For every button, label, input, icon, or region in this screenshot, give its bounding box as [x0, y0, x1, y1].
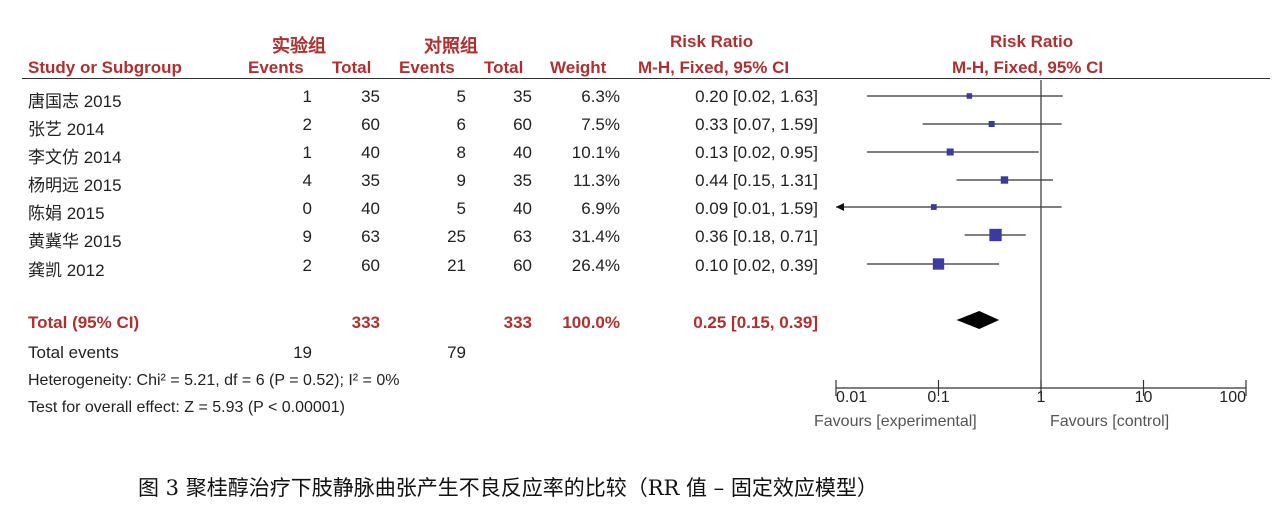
study-marker: [966, 93, 973, 99]
exp-events: 1: [302, 143, 312, 162]
weight: 6.3%: [581, 87, 620, 106]
exp-events: 9: [302, 227, 312, 246]
exp-total: 63: [361, 227, 380, 246]
study-marker: [1000, 176, 1009, 184]
study-name: 黄冀华 2015: [28, 232, 122, 251]
ctl-total-header: Total: [484, 58, 524, 77]
ctl-events: 8: [456, 143, 466, 162]
exp-total: 40: [361, 143, 380, 162]
ctl-events-header: Events: [399, 58, 455, 77]
weight: 26.4%: [571, 256, 620, 275]
ctl-events: 6: [456, 115, 466, 134]
study-column-header: Study or Subgroup: [28, 58, 182, 77]
ctl-total: 63: [513, 227, 532, 246]
total-events-ctl: 79: [447, 343, 466, 362]
heterogeneity-text: Heterogeneity: Chi² = 5.21, df = 6 (P = …: [28, 372, 400, 389]
ctl-events: 25: [447, 227, 466, 246]
risk-ratio-ci: 0.20 [0.02, 1.63]: [695, 87, 818, 106]
exp-total: 60: [361, 256, 380, 275]
rr-method-header: M-H, Fixed, 95% CI: [638, 58, 790, 77]
ctl-total: 40: [513, 143, 532, 162]
ctl-total: 35: [513, 171, 532, 190]
weight-header: Weight: [550, 58, 607, 77]
study-marker: [946, 148, 954, 156]
ctl-total: 60: [513, 115, 532, 134]
total-ci: 0.25 [0.15, 0.39]: [693, 313, 818, 332]
experimental-group-header: 实验组: [272, 36, 326, 56]
plot-title: Risk Ratio: [990, 32, 1074, 51]
study-name: 杨明远 2015: [28, 176, 122, 195]
risk-ratio-ci: 0.33 [0.07, 1.59]: [695, 115, 818, 134]
exp-total: 60: [361, 115, 380, 134]
x-tick-label: 100: [1219, 389, 1246, 406]
ci-arrow: [836, 203, 844, 211]
ctl-events: 9: [456, 171, 466, 190]
study-marker: [930, 204, 937, 210]
x-tick-label: 1: [1037, 389, 1046, 406]
study-name: 唐国志 2015: [28, 92, 122, 111]
study-marker: [989, 228, 1002, 242]
risk-ratio-ci: 0.10 [0.02, 0.39]: [695, 256, 818, 275]
study-name: 张艺 2014: [28, 120, 105, 139]
risk-ratio-ci: 0.13 [0.02, 0.95]: [695, 143, 818, 162]
study-name: 李文仿 2014: [28, 148, 122, 167]
total-label: Total (95% CI): [28, 313, 140, 332]
x-tick-label: 0.01: [836, 389, 867, 406]
exp-total: 35: [361, 87, 380, 106]
x-tick-label: 0.1: [927, 389, 949, 406]
rr-title: Risk Ratio: [670, 32, 754, 51]
exp-events: 2: [302, 115, 312, 134]
favours-control-label: Favours [control]: [1050, 413, 1170, 430]
study-marker: [988, 120, 995, 128]
header-rule: [22, 78, 1270, 79]
pooled-diamond: [956, 311, 1000, 329]
risk-ratio-ci: 0.09 [0.01, 1.59]: [695, 199, 818, 218]
exp-events-header: Events: [248, 58, 304, 77]
total-events-exp: 19: [293, 343, 312, 362]
figure-caption: 图 3 聚桂醇治疗下肢静脉曲张产生不良反应率的比较（RR 值 – 固定效应模型）: [138, 476, 878, 500]
exp-events: 1: [302, 87, 312, 106]
weight: 11.3%: [573, 171, 620, 190]
exp-total: 40: [361, 199, 380, 218]
exp-events: 2: [302, 256, 312, 275]
study-name: 陈娟 2015: [28, 204, 105, 223]
overall-effect-text: Test for overall effect: Z = 5.93 (P < 0…: [28, 399, 345, 416]
ctl-total: 40: [513, 199, 532, 218]
ctl-events: 21: [447, 256, 466, 275]
plot-method-header: M-H, Fixed, 95% CI: [952, 58, 1104, 77]
total-ctl-total: 333: [503, 313, 532, 332]
control-group-header: 对照组: [424, 36, 478, 56]
exp-events: 0: [302, 199, 312, 218]
risk-ratio-ci: 0.44 [0.15, 1.31]: [695, 171, 818, 190]
total-weight: 100.0%: [562, 313, 620, 332]
ctl-total: 60: [513, 256, 532, 275]
exp-total-header: Total: [332, 58, 372, 77]
total-events-label: Total events: [28, 343, 119, 362]
study-name: 龚凯 2012: [28, 261, 105, 280]
study-marker: [932, 258, 945, 270]
ctl-events: 5: [456, 199, 466, 218]
weight: 31.4%: [571, 227, 620, 246]
ctl-events: 5: [456, 87, 466, 106]
exp-total: 35: [361, 171, 380, 190]
ctl-total: 35: [513, 87, 532, 106]
favours-experimental-label: Favours [experimental]: [814, 413, 977, 430]
x-tick-label: 10: [1135, 389, 1153, 406]
exp-events: 4: [302, 171, 312, 190]
weight: 7.5%: [581, 115, 620, 134]
total-exp-total: 333: [351, 313, 380, 332]
weight: 10.1%: [571, 143, 620, 162]
risk-ratio-ci: 0.36 [0.18, 0.71]: [695, 227, 818, 246]
weight: 6.9%: [581, 199, 620, 218]
